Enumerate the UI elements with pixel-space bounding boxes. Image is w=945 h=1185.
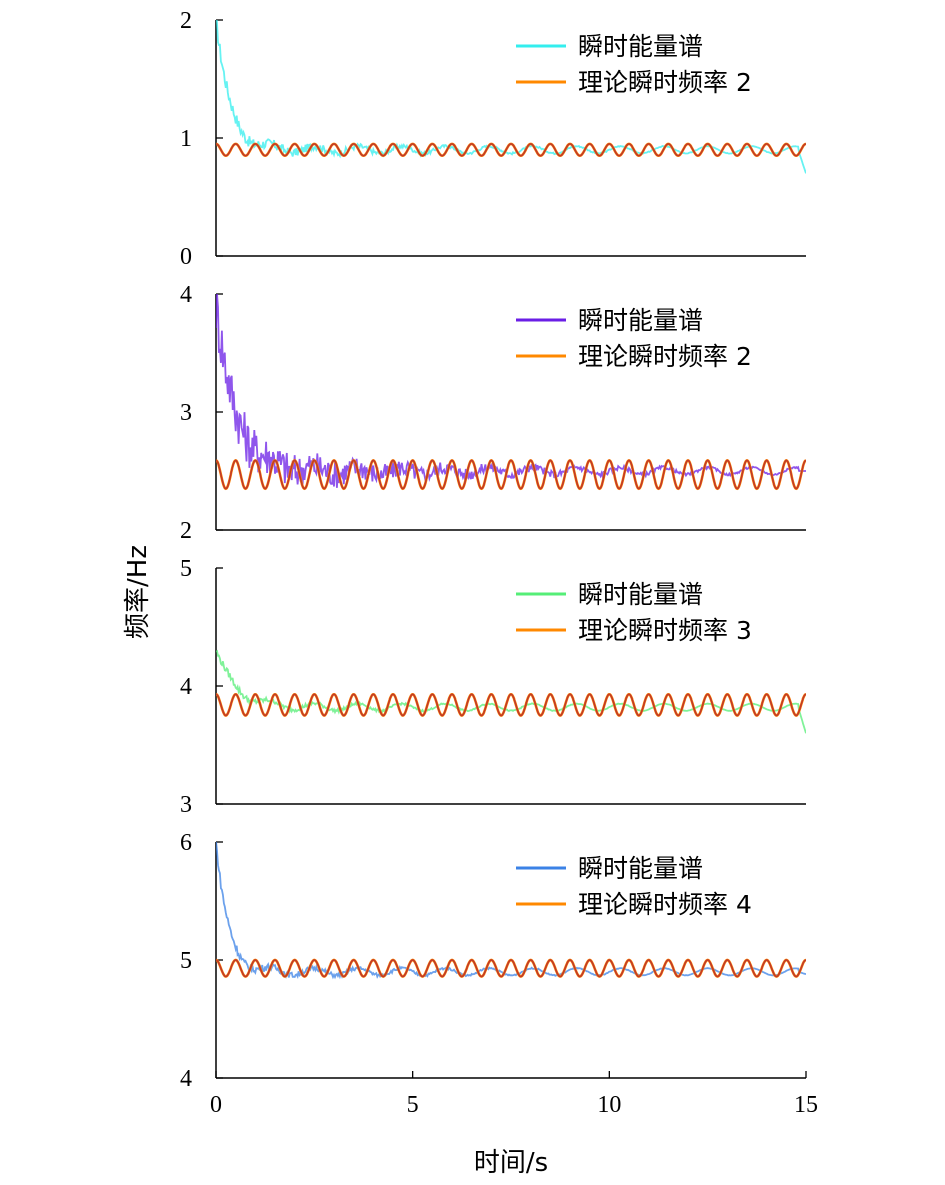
plot-area xyxy=(216,294,806,491)
x-axis-title: 时间/s xyxy=(474,1148,548,1178)
legend-label: 瞬时能量谱 xyxy=(578,306,703,335)
series-line-theory-overlay xyxy=(216,693,806,717)
series-line-spectrum xyxy=(216,20,806,174)
series-line-theory-overlay xyxy=(216,143,806,157)
plot-area xyxy=(216,20,806,174)
x-tick-label: 10 xyxy=(597,1092,621,1118)
y-tick-label: 5 xyxy=(180,948,192,974)
y-tick-label: 5 xyxy=(180,556,192,582)
y-axis-title: 频率/Hz xyxy=(123,545,153,639)
legend-label: 瞬时能量谱 xyxy=(578,854,703,883)
legend-label: 瞬时能量谱 xyxy=(578,32,703,61)
y-tick-label: 1 xyxy=(180,126,192,152)
y-tick-label: 2 xyxy=(180,8,192,34)
series-line-theory-overlay xyxy=(216,959,806,978)
series-line-theory-overlay xyxy=(216,459,806,490)
series-line-spectrum xyxy=(216,842,806,980)
legend-label: 理论瞬时频率 4 xyxy=(578,890,752,919)
series-line-spectrum xyxy=(216,294,806,488)
x-tick-label: 15 xyxy=(794,1092,818,1118)
y-tick-label: 4 xyxy=(180,674,192,700)
y-tick-label: 6 xyxy=(180,830,192,856)
legend-label: 理论瞬时频率 2 xyxy=(578,68,752,97)
y-tick-label: 3 xyxy=(180,400,192,426)
y-tick-label: 4 xyxy=(180,1066,192,1092)
y-tick-label: 0 xyxy=(180,244,192,270)
y-tick-label: 3 xyxy=(180,792,192,818)
x-tick-label: 5 xyxy=(407,1092,419,1118)
legend-label: 瞬时能量谱 xyxy=(578,580,703,609)
plot-area xyxy=(216,842,806,980)
legend-label: 理论瞬时频率 2 xyxy=(578,342,752,371)
y-tick-label: 4 xyxy=(180,282,192,308)
plot-area xyxy=(216,649,806,734)
legend-label: 理论瞬时频率 3 xyxy=(578,616,752,645)
x-tick-label: 0 xyxy=(210,1092,222,1118)
y-tick-label: 2 xyxy=(180,518,192,544)
series-line-spectrum xyxy=(216,649,806,734)
